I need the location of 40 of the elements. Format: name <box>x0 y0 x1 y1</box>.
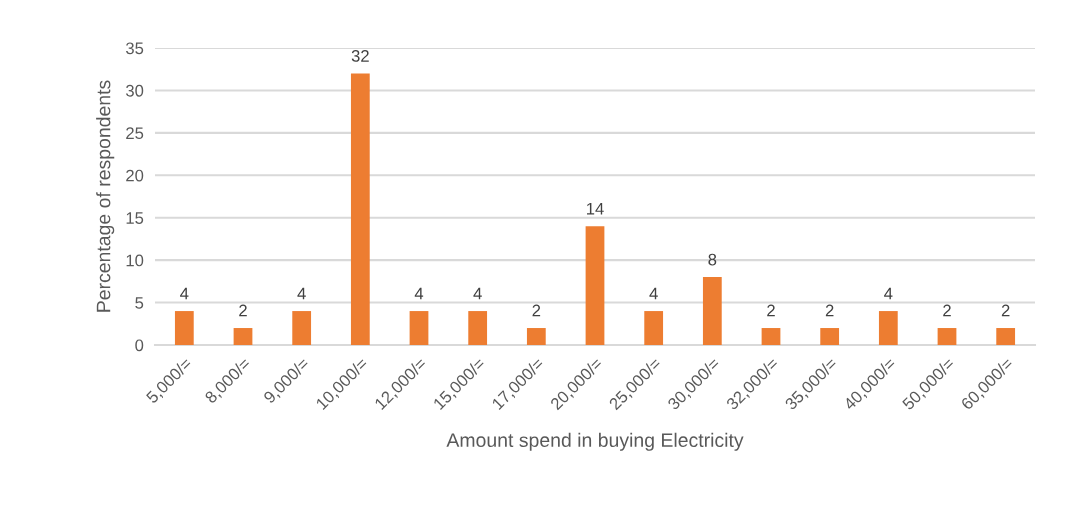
data-label: 4 <box>297 287 306 300</box>
y-tick-label: 25 <box>126 127 144 140</box>
y-tick-label: 10 <box>126 254 144 267</box>
bar <box>937 328 957 345</box>
bar <box>761 328 781 345</box>
bar <box>174 311 194 345</box>
data-label: 2 <box>1001 304 1010 317</box>
data-label: 2 <box>767 304 775 317</box>
x-axis-title: Amount spend in buying Electricity <box>446 432 744 451</box>
data-label: 4 <box>180 287 189 300</box>
bar <box>233 328 253 345</box>
y-tick-label: 20 <box>126 169 144 182</box>
bar <box>292 311 312 345</box>
bar <box>820 328 840 345</box>
bar <box>996 328 1016 345</box>
data-label: 4 <box>414 287 424 300</box>
y-tick-label: 0 <box>135 339 144 352</box>
data-label: 4 <box>473 287 482 300</box>
y-axis-title: Percentage of respondents <box>96 80 115 312</box>
bar <box>409 311 429 345</box>
y-tick-label: 30 <box>125 84 144 97</box>
y-tick-label: 35 <box>125 42 144 55</box>
data-label: 14 <box>587 202 604 215</box>
data-label: 2 <box>943 304 951 317</box>
data-label: 4 <box>649 287 658 300</box>
bar <box>644 311 664 345</box>
data-label: 2 <box>532 304 541 317</box>
bar <box>526 328 546 345</box>
bar <box>350 73 370 345</box>
y-tick-label: 15 <box>126 212 144 224</box>
y-tick-label: 5 <box>135 297 144 309</box>
data-label: 32 <box>351 50 369 62</box>
data-label: 8 <box>708 253 717 266</box>
bar <box>585 226 605 345</box>
bar <box>468 311 488 345</box>
data-label: 2 <box>239 304 247 317</box>
bar <box>878 311 898 345</box>
data-label: 4 <box>884 287 893 300</box>
data-label: 2 <box>825 304 834 317</box>
bar <box>702 277 722 345</box>
